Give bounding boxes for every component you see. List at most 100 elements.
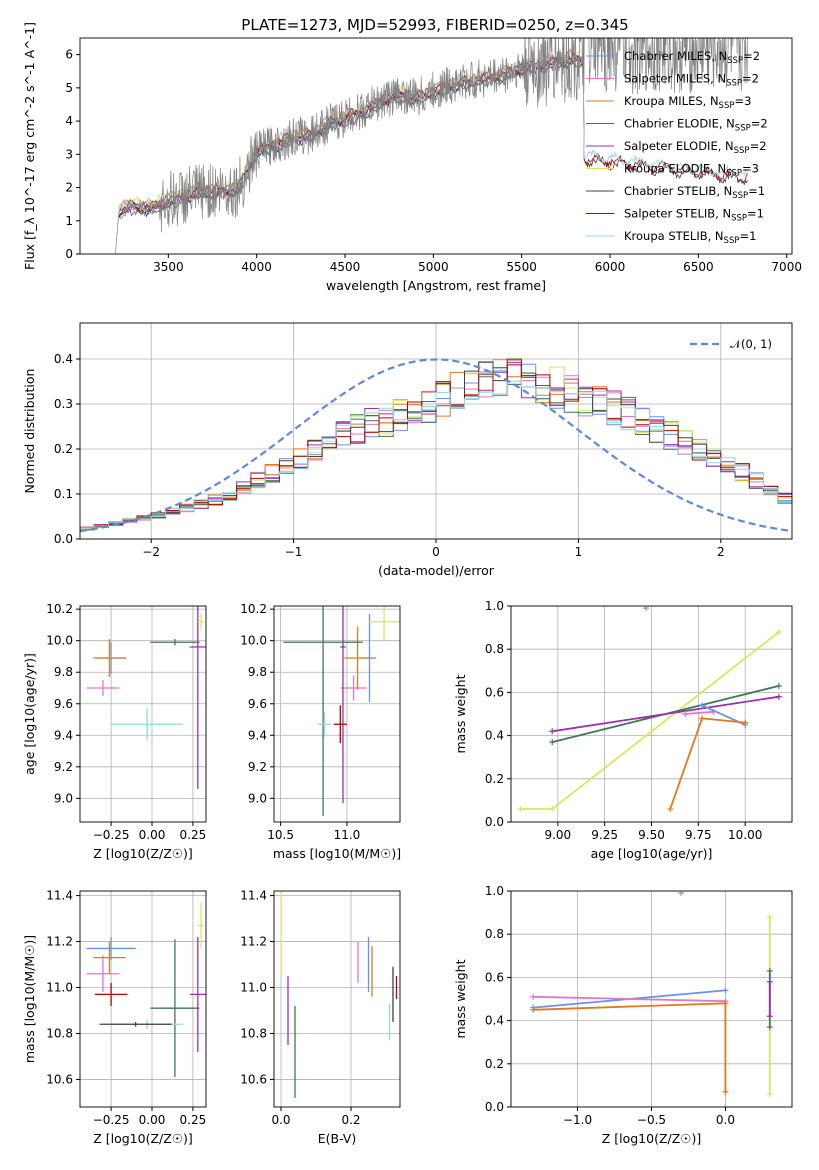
- weight_vs_z-y-tick-label: 1.0: [485, 884, 504, 898]
- mass_vs_z-x-tick-label: 0.00: [139, 1113, 166, 1127]
- mass_vs_z-y-axis-label: mass [log10(M/M☉)]: [22, 935, 37, 1063]
- residuals-y-tick-label: 0.3: [54, 397, 73, 411]
- age_vs_z-y-tick-label: 9.6: [54, 697, 73, 711]
- age_vs_mass-y-tick-label: 9.0: [248, 791, 267, 805]
- weight-marker: [775, 693, 782, 700]
- mass_vs_z-x-tick-label: 0.25: [180, 1113, 207, 1127]
- residuals-x-axis-label: (data-model)/error: [378, 563, 495, 578]
- residuals-y-tick-label: 0.1: [54, 487, 73, 501]
- age_vs_z-plot-area: [80, 606, 206, 822]
- weight-line: [533, 995, 726, 1003]
- age_vs_z-axes-frame: [79, 605, 207, 823]
- age_vs_z-y-tick-label: 10.0: [46, 634, 73, 648]
- legend-entry: Salpeter ELODIE, NSSP=2: [624, 139, 767, 156]
- residuals-y-axis-label: Normed distribution: [22, 369, 37, 494]
- weight_vs_z-y-axis-label: mass weight: [453, 959, 468, 1038]
- age_vs_mass-x-tick-label: 10.5: [267, 828, 294, 842]
- weight_vs_z-y-tick-label: 0.0: [485, 1100, 504, 1114]
- age_vs_z-x-axis-label: Z [log10(Z/Z☉)]: [93, 846, 193, 861]
- weight_vs_age-y-tick-label: 1.0: [485, 599, 504, 613]
- residuals-y-tick-label: 0.2: [54, 442, 73, 456]
- panel-age_vs_mass: 10.5 11.0 9.0 9.2 9.4 9.6 9.8 10.0 10.2 mass [log…: [240, 602, 401, 861]
- age_vs_z-y-tick-label: 9.0: [54, 791, 73, 805]
- weight-marker: [682, 711, 689, 717]
- age_vs_mass-y-tick-label: 9.4: [248, 728, 267, 742]
- age_vs_mass-y-tick-label: 10.0: [240, 634, 267, 648]
- weight-line: [520, 631, 780, 810]
- weight-marker: [549, 739, 556, 746]
- panel-residuals: −2 −1 0 1 2 0.0 0.1 0.2 0.3 0.4 (data-model)/error…: [22, 322, 793, 578]
- mass_vs_ebv-y-tick-label: 11.0: [240, 981, 267, 995]
- mass_vs_z-y-tick-label: 10.8: [46, 1026, 73, 1040]
- weight_vs_z-x-tick-label: 0.0: [716, 1113, 735, 1127]
- spectrum-y-tick-label: 5: [65, 81, 73, 95]
- legend-entry: Kroupa STELIB, NSSP=1: [624, 229, 756, 246]
- legend-entry: Kroupa MILES, NSSP=3: [624, 94, 751, 111]
- spectrum-x-tick-label: 4500: [330, 260, 361, 274]
- weight_vs_z-y-tick-label: 0.2: [485, 1057, 504, 1071]
- panel-weight_vs_age: 9.00 9.25 9.50 9.75 10.00 0.0 0.2 0.4 0.6 0.8 1.0 a…: [453, 599, 793, 861]
- mass_vs_z-y-tick-label: 11.2: [46, 935, 73, 949]
- weight-marker: [699, 715, 706, 722]
- spectrum-x-tick-label: 3500: [153, 260, 184, 274]
- residual-histogram: [80, 380, 792, 529]
- age_vs_mass-y-tick-label: 10.2: [240, 602, 267, 616]
- weight_vs_age-axes-frame: [510, 605, 793, 823]
- spectrum-x-tick-label: 5500: [506, 260, 537, 274]
- mass_vs_z-axes-frame: [79, 890, 207, 1108]
- age_vs_z-y-tick-label: 9.8: [54, 665, 73, 679]
- weight_vs_age-y-tick-label: 0.8: [485, 642, 504, 656]
- mass_vs_ebv-axes-frame: [273, 890, 401, 1108]
- figure-title: PLATE=1273, MJD=52993, FIBERID=0250, z=0…: [241, 16, 628, 34]
- age_vs_z-x-tick-label: 0.00: [139, 828, 166, 842]
- age_vs_z-y-tick-label: 9.4: [54, 728, 73, 742]
- panel-mass_vs_ebv: 0.0 0.2 10.6 10.8 11.0 11.2 11.4 E(B-V): [240, 889, 401, 1146]
- spectrum-legend: Chabrier MILES, NSSP=2 Salpeter MILES, NS…: [586, 49, 768, 246]
- age_vs_mass-y-tick-label: 9.2: [248, 760, 267, 774]
- weight-marker: [530, 1006, 537, 1013]
- weight_vs_age-x-tick-label: 9.50: [638, 828, 665, 842]
- residuals-x-tick-label: 2: [717, 545, 725, 559]
- weight-marker: [766, 913, 773, 920]
- age_vs_mass-axes-frame: [273, 605, 401, 823]
- spectrum-y-tick-label: 0: [65, 247, 73, 261]
- legend-entry: Chabrier MILES, NSSP=2: [624, 49, 760, 66]
- mass_vs_z-x-axis-label: Z [log10(Z/Z☉)]: [93, 1131, 193, 1146]
- residuals-y-tick-label: 0.4: [54, 352, 73, 366]
- panel-age_vs_z: −0.25 0.00 0.25 9.0 9.2 9.4 9.6 9.8 10.0 10.2 Z [l…: [22, 602, 207, 861]
- weight_vs_age-x-tick-label: 9.00: [544, 828, 571, 842]
- spectrum-x-tick-label: 7000: [771, 260, 802, 274]
- mass_vs_z-y-tick-label: 10.6: [46, 1072, 73, 1086]
- spectrum-y-tick-label: 4: [65, 114, 73, 128]
- weight_vs_z-x-tick-label: −0.5: [637, 1113, 666, 1127]
- weight_vs_age-y-tick-label: 0.6: [485, 685, 504, 699]
- weight_vs_age-plot-area: [511, 606, 792, 822]
- weight_vs_z-plot-area: [511, 891, 792, 1107]
- weight-line: [669, 717, 746, 810]
- weight_vs_z-x-tick-label: −1.0: [563, 1113, 592, 1127]
- weight-marker: [775, 628, 782, 635]
- legend-entry: Kroupa ELODIE, NSSP=3: [624, 162, 759, 179]
- weight_vs_age-y-tick-label: 0.0: [485, 815, 504, 829]
- mass_vs_ebv-y-tick-label: 11.2: [240, 935, 267, 949]
- weight-marker: [722, 1000, 729, 1007]
- mass_vs_ebv-x-axis-label: E(B-V): [318, 1131, 357, 1146]
- legend-entry: Salpeter MILES, NSSP=2: [624, 72, 759, 89]
- weight_vs_age-x-tick-label: 9.75: [685, 828, 712, 842]
- weight-marker: [722, 987, 729, 994]
- weight-marker: [517, 806, 524, 813]
- spectrum-y-tick-label: 2: [65, 181, 73, 195]
- age_vs_mass-plot-area: [274, 606, 400, 822]
- legend-entry: Chabrier STELIB, NSSP=1: [624, 184, 765, 201]
- weight_vs_z-y-tick-label: 0.4: [485, 1014, 504, 1028]
- age_vs_z-y-tick-label: 9.2: [54, 760, 73, 774]
- weight-marker: [766, 1024, 773, 1031]
- weight_vs_age-y-axis-label: mass weight: [453, 674, 468, 753]
- spectrum-x-tick-label: 4000: [241, 260, 272, 274]
- weight-marker: [549, 806, 556, 813]
- mass_vs_ebv-y-tick-label: 10.6: [240, 1072, 267, 1086]
- spectrum-y-tick-label: 3: [65, 147, 73, 161]
- residuals-plot-area: [80, 323, 792, 539]
- weight_vs_z-x-axis-label: Z [log10(Z/Z☉)]: [602, 1131, 702, 1146]
- gaussian-curve: [80, 358, 792, 533]
